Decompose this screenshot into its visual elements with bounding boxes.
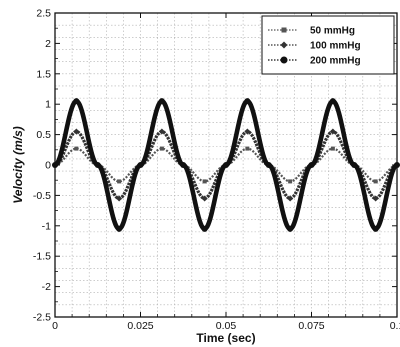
data-point xyxy=(244,128,251,135)
legend-marker xyxy=(280,41,288,49)
data-point xyxy=(117,179,122,184)
y-tick-label: 0.5 xyxy=(36,129,51,141)
x-tick-label: 0.025 xyxy=(127,320,153,332)
legend-marker xyxy=(280,56,288,64)
data-point xyxy=(74,146,79,151)
data-point xyxy=(116,195,123,202)
data-point xyxy=(265,162,272,168)
data-point xyxy=(137,162,144,168)
legend-label: 200 mmHg xyxy=(310,56,361,67)
y-axis-title: Velocity (m/s) xyxy=(11,126,25,204)
y-tick-label: 1 xyxy=(45,99,51,111)
data-point xyxy=(158,128,165,135)
x-tick-label: 0.1 xyxy=(390,320,400,332)
data-point xyxy=(287,195,294,202)
legend: 50 mmHg 100 mmHg 200 mmHg xyxy=(261,15,395,75)
x-tick-label: 0 xyxy=(52,320,58,332)
legend-label: 50 mmHg xyxy=(310,26,355,37)
data-point xyxy=(351,162,358,168)
data-point xyxy=(159,146,164,151)
data-point xyxy=(223,162,229,168)
y-tick-label: 0 xyxy=(45,160,51,172)
y-tick-label: 2 xyxy=(45,38,51,50)
data-point xyxy=(201,225,208,232)
y-tick-label: -1.5 xyxy=(33,251,51,263)
tick-labels: -2.5 -2 -1.5 -1 -0.5 0 0.5 1 1.5 2 2.5 0 0.025 0.05 0.… xyxy=(33,8,400,333)
data-point xyxy=(202,179,207,184)
data-point xyxy=(308,162,315,168)
y-tick-label: -2 xyxy=(42,281,51,293)
data-point xyxy=(329,128,336,135)
data-point xyxy=(372,225,379,232)
legend-label: 100 mmHg xyxy=(310,41,361,52)
data-point xyxy=(94,162,101,168)
data-point xyxy=(372,195,379,202)
data-point xyxy=(329,98,336,105)
y-tick-label: -1 xyxy=(42,220,51,232)
x-tick-label: 0.075 xyxy=(298,320,324,332)
data-point xyxy=(330,146,335,151)
data-point xyxy=(73,98,80,105)
data-point xyxy=(245,146,250,151)
data-point xyxy=(116,225,123,232)
data-point xyxy=(180,162,187,168)
x-axis-title: Time (sec) xyxy=(196,331,255,345)
data-point xyxy=(244,98,251,105)
x-tick-label: 0.05 xyxy=(216,320,237,332)
data-point xyxy=(287,225,294,232)
data-point xyxy=(373,179,378,184)
y-tick-label: -2.5 xyxy=(33,312,51,324)
data-point xyxy=(201,195,208,202)
data-point xyxy=(73,128,80,135)
y-tick-label: 1.5 xyxy=(36,68,51,80)
y-tick-label: 2.5 xyxy=(36,8,51,20)
y-tick-label: -0.5 xyxy=(33,190,51,202)
ticks xyxy=(54,12,398,318)
data-point xyxy=(158,98,165,105)
legend-marker xyxy=(281,27,287,33)
data-point xyxy=(288,179,293,184)
